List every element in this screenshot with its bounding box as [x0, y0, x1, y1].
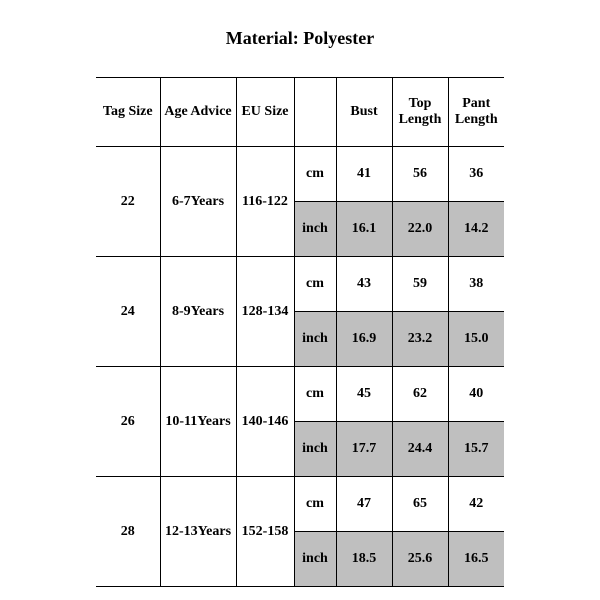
col-eu-size: EU Size [236, 78, 294, 147]
table-row: 28 12-13Years 152-158 cm 47 65 42 [96, 477, 504, 532]
cell-tag: 26 [96, 367, 160, 477]
cell-bust-inch: 18.5 [336, 532, 392, 587]
col-top-length: Top Length [392, 78, 448, 147]
page: Material: Polyester Tag Size Age Advice … [0, 0, 600, 600]
cell-bust-cm: 43 [336, 257, 392, 312]
cell-pant-inch: 15.7 [448, 422, 504, 477]
cell-unit-cm: cm [294, 367, 336, 422]
cell-top-inch: 23.2 [392, 312, 448, 367]
cell-pant-cm: 40 [448, 367, 504, 422]
cell-bust-inch: 16.1 [336, 202, 392, 257]
table-row: 24 8-9Years 128-134 cm 43 59 38 [96, 257, 504, 312]
col-unit [294, 78, 336, 147]
cell-tag: 24 [96, 257, 160, 367]
cell-top-inch: 24.4 [392, 422, 448, 477]
cell-top-cm: 65 [392, 477, 448, 532]
cell-bust-cm: 47 [336, 477, 392, 532]
cell-age: 6-7Years [160, 147, 236, 257]
cell-unit-inch: inch [294, 312, 336, 367]
cell-unit-inch: inch [294, 532, 336, 587]
cell-unit-cm: cm [294, 147, 336, 202]
cell-top-cm: 59 [392, 257, 448, 312]
cell-bust-inch: 16.9 [336, 312, 392, 367]
cell-tag: 22 [96, 147, 160, 257]
col-pant-length: Pant Length [448, 78, 504, 147]
cell-pant-inch: 15.0 [448, 312, 504, 367]
cell-unit-inch: inch [294, 422, 336, 477]
cell-eu: 116-122 [236, 147, 294, 257]
cell-pant-inch: 16.5 [448, 532, 504, 587]
cell-top-inch: 25.6 [392, 532, 448, 587]
cell-top-cm: 62 [392, 367, 448, 422]
cell-unit-inch: inch [294, 202, 336, 257]
cell-pant-inch: 14.2 [448, 202, 504, 257]
cell-unit-cm: cm [294, 257, 336, 312]
cell-bust-inch: 17.7 [336, 422, 392, 477]
cell-eu: 152-158 [236, 477, 294, 587]
table-row: 22 6-7Years 116-122 cm 41 56 36 [96, 147, 504, 202]
cell-age: 12-13Years [160, 477, 236, 587]
cell-eu: 128-134 [236, 257, 294, 367]
table-header-row: Tag Size Age Advice EU Size Bust Top Len… [96, 78, 504, 147]
cell-top-inch: 22.0 [392, 202, 448, 257]
cell-age: 10-11Years [160, 367, 236, 477]
cell-bust-cm: 45 [336, 367, 392, 422]
cell-top-cm: 56 [392, 147, 448, 202]
cell-eu: 140-146 [236, 367, 294, 477]
size-table: Tag Size Age Advice EU Size Bust Top Len… [96, 77, 504, 587]
col-bust: Bust [336, 78, 392, 147]
col-tag-size: Tag Size [96, 78, 160, 147]
cell-tag: 28 [96, 477, 160, 587]
page-title: Material: Polyester [0, 28, 600, 49]
cell-pant-cm: 36 [448, 147, 504, 202]
cell-pant-cm: 38 [448, 257, 504, 312]
cell-age: 8-9Years [160, 257, 236, 367]
cell-unit-cm: cm [294, 477, 336, 532]
cell-bust-cm: 41 [336, 147, 392, 202]
cell-pant-cm: 42 [448, 477, 504, 532]
col-age-advice: Age Advice [160, 78, 236, 147]
table-row: 26 10-11Years 140-146 cm 45 62 40 [96, 367, 504, 422]
